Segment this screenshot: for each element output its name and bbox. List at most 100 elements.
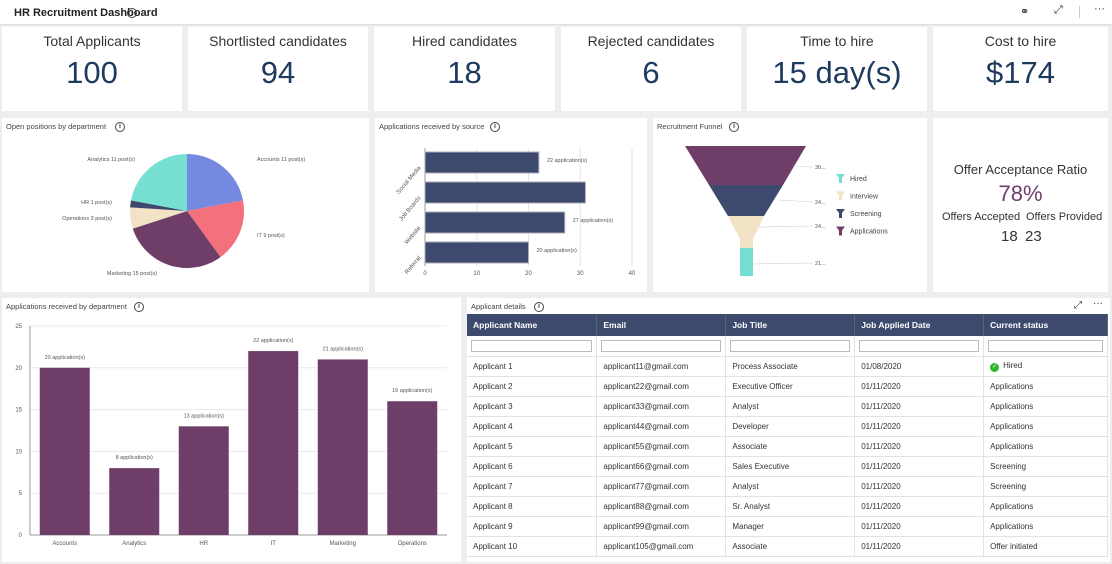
- y-tick-label: 15: [15, 408, 22, 414]
- table-row[interactable]: Applicant 5 applicant55@gmail.com Associat…: [467, 436, 1108, 457]
- cell-text: 01/08/2020: [861, 361, 902, 371]
- filter-cell: [596, 336, 727, 357]
- table-cell: Associate: [725, 536, 856, 557]
- legend-label: Applications: [850, 229, 888, 236]
- table-cell: Applicant 7: [467, 476, 598, 497]
- table-cell: 01/11/2020: [854, 476, 985, 497]
- funnel-screening: [709, 185, 783, 216]
- info-icon[interactable]: i: [134, 302, 144, 312]
- kpi-value: 94: [260, 55, 296, 90]
- table-cell: applicant105@gmail.com: [596, 536, 727, 557]
- cell-text: Applications: [990, 441, 1034, 451]
- data-label: 27 application(s): [573, 218, 614, 224]
- kpi-label: Hired candidates: [411, 33, 518, 49]
- info-icon[interactable]: i: [534, 302, 544, 312]
- table-row[interactable]: Applicant 4 applicant44@gmail.com Develope…: [467, 416, 1108, 437]
- column-filter-input[interactable]: [471, 339, 593, 352]
- connector-line: [777, 199, 814, 203]
- divider: [1079, 6, 1080, 18]
- kpi-value: 100: [66, 55, 118, 90]
- offer-title: Offer Acceptance Ratio: [953, 162, 1088, 177]
- table-panel: Applicant details i ⤢ ··· Applicant Name…: [467, 298, 1110, 562]
- more-icon[interactable]: ···: [1093, 298, 1103, 309]
- bar-it: [248, 351, 299, 535]
- funnel-panel: Recruitment Funnel i 30... 24... 24... 21..…: [653, 118, 927, 292]
- offer-panel: Offer Acceptance Ratio 78% Offers Accept…: [933, 118, 1108, 292]
- info-icon[interactable]: i: [729, 122, 739, 132]
- connector-line: [792, 165, 814, 168]
- table-cell: Sales Executive: [725, 456, 856, 477]
- cell-text: Offer initiated: [990, 541, 1038, 551]
- kpi-value: 6: [642, 55, 660, 90]
- table-cell: Applicant 3: [467, 396, 598, 417]
- table-row[interactable]: Applicant 9 applicant99@gmail.com Manager 0…: [467, 516, 1108, 537]
- column-filter-input[interactable]: [859, 339, 980, 352]
- column-filter-input[interactable]: [601, 339, 722, 352]
- column-filter-input[interactable]: [730, 339, 851, 352]
- check-circle-icon: ✓: [990, 362, 1000, 372]
- table-cell: Applicant 9: [467, 516, 598, 537]
- cell-text: Associate: [732, 541, 768, 551]
- pie-slice-accounts: [187, 154, 243, 211]
- pie-slice-operations: [130, 207, 187, 229]
- cell-text: Applicant 1: [473, 361, 513, 371]
- table-row[interactable]: Applicant 7 applicant77@gmail.com Analyst 0…: [467, 476, 1108, 497]
- table-cell: Applicant 2: [467, 376, 598, 397]
- y-tick-label: Website: [404, 225, 423, 246]
- cell-text: Applications: [990, 501, 1034, 511]
- connector-line: [757, 225, 814, 228]
- cell-text: 01/11/2020: [861, 381, 901, 391]
- cell-text: applicant55@gmail.com: [603, 441, 689, 451]
- table-cell: Developer: [725, 416, 856, 437]
- bar-job-boards: [424, 181, 586, 204]
- pie-label: Operations 3 post(s): [62, 216, 112, 222]
- pie-label: Marketing 15 post(s): [107, 271, 157, 277]
- table-cell: applicant11@gmail.com: [596, 356, 727, 377]
- table-row[interactable]: Applicant 2 applicant22@gmail.com Executiv…: [467, 376, 1108, 397]
- more-icon[interactable]: ···: [1094, 3, 1105, 15]
- cell-text: 01/11/2020: [861, 441, 901, 451]
- pie-slice-it: [187, 200, 244, 258]
- column-header[interactable]: Current status: [983, 314, 1108, 336]
- table-cell: 01/11/2020: [854, 396, 985, 417]
- cell-text: Executive Officer: [732, 381, 793, 391]
- table-cell: applicant77@gmail.com: [596, 476, 727, 497]
- filter-cell: [725, 336, 856, 357]
- column-header[interactable]: Applicant Name: [467, 314, 598, 336]
- cell-text: Sales Executive: [732, 461, 790, 471]
- cell-text: Hired: [1003, 360, 1023, 370]
- table-row[interactable]: Applicant 8 applicant88@gmail.com Sr. Anal…: [467, 496, 1108, 517]
- cell-text: Applicant 9: [473, 521, 513, 531]
- column-header[interactable]: Job Title: [725, 314, 856, 336]
- pie-slice-hr: [130, 200, 187, 211]
- cell-text: applicant11@gmail.com: [603, 361, 689, 371]
- expand-icon[interactable]: ⤢: [1054, 4, 1063, 16]
- legend-label: Interview: [850, 194, 879, 201]
- glasses-icon[interactable]: ⚭: [1020, 6, 1030, 18]
- bar-marketing: [317, 359, 368, 535]
- table-row[interactable]: Applicant 1 applicant11@gmail.com Process …: [467, 356, 1108, 377]
- table-row[interactable]: Applicant 10 applicant105@gmail.com Associ…: [467, 536, 1108, 557]
- data-label: 13 application(s): [184, 413, 225, 419]
- info-icon[interactable]: i: [127, 8, 137, 18]
- column-header[interactable]: Email: [596, 314, 727, 336]
- table-cell: Applications: [983, 436, 1108, 457]
- table-row[interactable]: Applicant 3 applicant33@gmail.com Analyst 0…: [467, 396, 1108, 417]
- info-icon[interactable]: i: [490, 122, 500, 132]
- column-filter-input[interactable]: [988, 339, 1103, 352]
- table-cell: applicant66@gmail.com: [596, 456, 727, 477]
- table-cell: Applicant 8: [467, 496, 598, 517]
- dashboard-header: HR Recruitment Dashboard i ⚭ ⤢ ···: [0, 0, 1112, 25]
- table-cell: Offer initiated: [983, 536, 1108, 557]
- expand-icon[interactable]: ⤢: [1074, 300, 1082, 311]
- x-tick-label: Marketing: [330, 541, 356, 547]
- kpi-card: Hired candidates 18: [374, 27, 555, 111]
- cell-text: Applicant 5: [473, 441, 513, 451]
- column-header[interactable]: Job Applied Date: [854, 314, 985, 336]
- kpi-label: Rejected candidates: [587, 33, 715, 49]
- data-label: 8 application(s): [116, 455, 153, 461]
- info-icon[interactable]: i: [115, 122, 125, 132]
- cell-text: Applicant 10: [473, 541, 518, 551]
- table-row[interactable]: Applicant 6 applicant66@gmail.com Sales Ex…: [467, 456, 1108, 477]
- cell-text: Screening: [990, 461, 1027, 471]
